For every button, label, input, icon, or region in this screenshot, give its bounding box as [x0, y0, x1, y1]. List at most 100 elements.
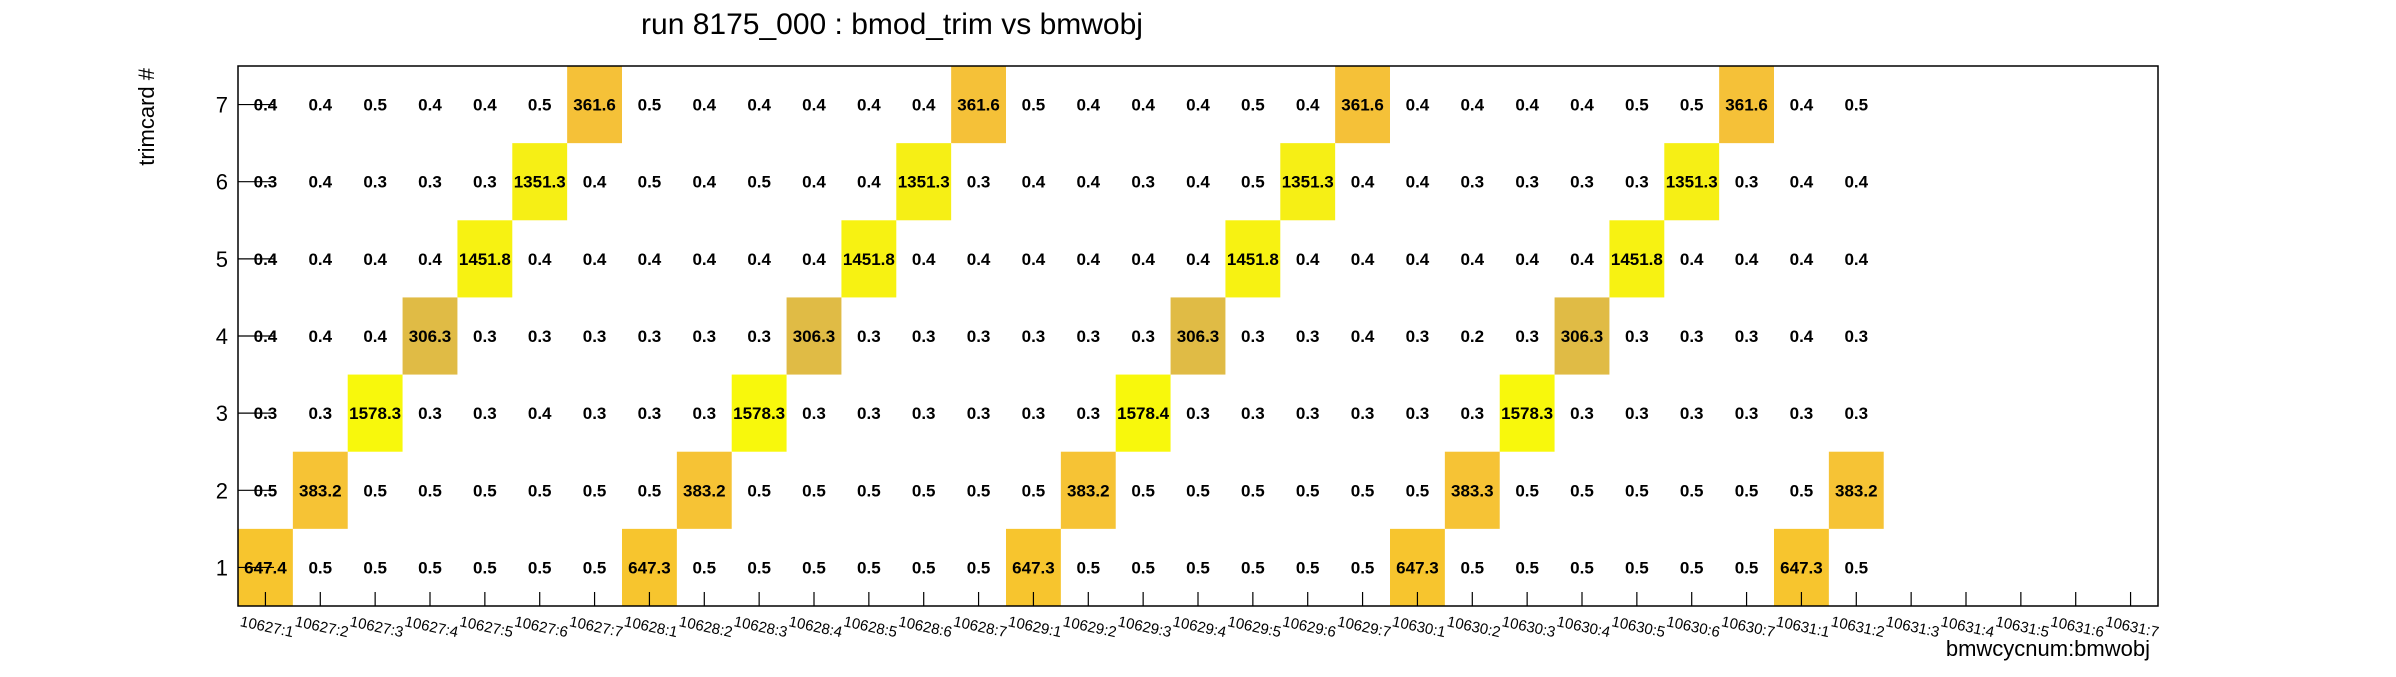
- cell-value-label: 0.5: [418, 481, 442, 500]
- heatmap-cells: [238, 66, 1884, 606]
- heatmap-cell: [1060, 451, 1116, 529]
- x-tick-label: 10627:3: [348, 613, 405, 641]
- x-tick-label: 10629:6: [1281, 613, 1338, 641]
- cell-value-label: 0.4: [418, 96, 442, 115]
- cell-value-label: 0.5: [1186, 481, 1210, 500]
- cell-value-label: 383.2: [299, 481, 342, 500]
- y-tick-label: 3: [216, 401, 228, 426]
- cell-value-label: 0.5: [857, 481, 881, 500]
- cell-value-label: 0.5: [692, 558, 716, 577]
- cell-value-label: 1451.8: [843, 250, 895, 269]
- cell-value-label: 0.4: [802, 250, 826, 269]
- cell-value-label: 0.4: [1186, 173, 1210, 192]
- heatmap-cell: [1170, 297, 1226, 375]
- cell-value-label: 0.3: [1131, 327, 1155, 346]
- cell-value-label: 0.5: [1790, 481, 1814, 500]
- cell-value-label: 0.3: [1625, 173, 1649, 192]
- cell-value-label: 0.5: [1241, 96, 1265, 115]
- heatmap-cell: [512, 143, 568, 221]
- cell-value-label: 0.3: [1351, 404, 1375, 423]
- cell-value-label: 0.4: [1076, 250, 1100, 269]
- x-tick-label: 10630:4: [1555, 613, 1612, 641]
- cell-value-label: 0.5: [1406, 481, 1430, 500]
- chart-title: run 8175_000 : bmod_trim vs bmwobj: [641, 8, 1143, 41]
- heatmap-cell: [1828, 451, 1884, 529]
- cell-value-label: 0.3: [1460, 173, 1484, 192]
- cell-value-label: 0.4: [1022, 173, 1046, 192]
- cell-value-label: 647.3: [1012, 558, 1055, 577]
- cell-value-label: 361.6: [1341, 96, 1384, 115]
- x-tick-label: 10628:4: [787, 613, 844, 641]
- cell-value-label: 0.4: [1844, 250, 1868, 269]
- cell-value-label: 0.3: [857, 404, 881, 423]
- cell-value-label: 0.3: [308, 404, 332, 423]
- cell-value-label: 0.3: [1735, 173, 1759, 192]
- y-tick-label: 2: [216, 478, 228, 503]
- cell-value-label: 1451.8: [459, 250, 511, 269]
- cell-value-label: 0.5: [583, 558, 607, 577]
- cell-value-label: 1451.8: [1611, 250, 1663, 269]
- y-tick-label: 4: [216, 324, 228, 349]
- x-tick-label: 10627:2: [293, 613, 350, 641]
- x-tick-label: 10630:2: [1445, 613, 1502, 641]
- cell-value-label: 0.4: [912, 250, 936, 269]
- cell-value-label: 0.5: [1625, 481, 1649, 500]
- cell-value-label: 306.3: [1177, 327, 1220, 346]
- heatmap-cell: [567, 66, 622, 144]
- x-tick-label: 10628:7: [952, 613, 1009, 641]
- x-tick-label: 10627:5: [458, 613, 515, 641]
- cell-value-label: 0.5: [1296, 558, 1320, 577]
- cell-value-label: 1578.3: [733, 404, 785, 423]
- x-tick-label: 10628:2: [677, 613, 734, 641]
- heatmap-cell: [841, 220, 897, 298]
- cell-value-label: 0.4: [912, 96, 936, 115]
- cell-value-label: 0.4: [802, 173, 826, 192]
- cell-value-label: 0.3: [1570, 173, 1594, 192]
- cell-value-label: 0.4: [528, 404, 552, 423]
- cell-value-label: 0.3: [638, 404, 662, 423]
- cell-value-label: 0.4: [1186, 96, 1210, 115]
- x-tick-label: 10628:6: [897, 613, 954, 641]
- cell-value-label: 0.3: [583, 404, 607, 423]
- cell-value-label: 0.5: [967, 558, 991, 577]
- cell-value-label: 0.4: [1735, 250, 1759, 269]
- cell-value-label: 361.6: [573, 96, 616, 115]
- cell-value-label: 0.3: [857, 327, 881, 346]
- cell-value-label: 0.5: [802, 481, 826, 500]
- cell-value-label: 0.4: [1406, 250, 1430, 269]
- heatmap-cell-labels: 647.4 0.5 0.5 0.5 0.5 0.5 0.5 647.3 0.5 0.5 0.5 0.5…: [244, 96, 1877, 578]
- y-tick-label: 7: [216, 93, 228, 118]
- x-tick-label: 10630:3: [1500, 613, 1557, 641]
- cell-value-label: 0.3: [528, 327, 552, 346]
- cell-value-label: 0.3: [1296, 404, 1320, 423]
- cell-value-label: 306.3: [409, 327, 452, 346]
- cell-value-label: 0.3: [418, 404, 442, 423]
- cell-value-label: 0.4: [1570, 96, 1594, 115]
- cell-value-label: 0.3: [1241, 327, 1265, 346]
- heatmap-cell: [1499, 374, 1555, 452]
- cell-value-label: 0.4: [1351, 173, 1375, 192]
- cell-value-label: 0.3: [363, 173, 387, 192]
- cell-value-label: 0.5: [1680, 481, 1704, 500]
- cell-value-label: 0.3: [1022, 327, 1046, 346]
- cell-value-label: 0.3: [1296, 327, 1320, 346]
- cell-value-label: 0.5: [1515, 558, 1539, 577]
- cell-value-label: 0.3: [1735, 404, 1759, 423]
- cell-value-label: 0.3: [912, 327, 936, 346]
- cell-value-label: 0.3: [1680, 327, 1704, 346]
- x-tick-label: 10627:6: [513, 613, 570, 641]
- heatmap-cell: [1225, 220, 1281, 298]
- cell-value-label: 0.5: [747, 173, 771, 192]
- cell-value-label: 0.5: [1351, 558, 1375, 577]
- heatmap-cell: [457, 220, 513, 298]
- cell-value-label: 0.4: [1406, 96, 1430, 115]
- y-tick-label: 6: [216, 170, 228, 195]
- heatmap-cell: [1280, 143, 1336, 221]
- y-tick-label: 1: [216, 555, 228, 580]
- cell-value-label: 0.4: [528, 250, 552, 269]
- cell-value-label: 0.4: [802, 96, 826, 115]
- cell-value-label: 0.3: [473, 327, 497, 346]
- cell-value-label: 0.3: [1625, 404, 1649, 423]
- cell-value-label: 0.3: [1680, 404, 1704, 423]
